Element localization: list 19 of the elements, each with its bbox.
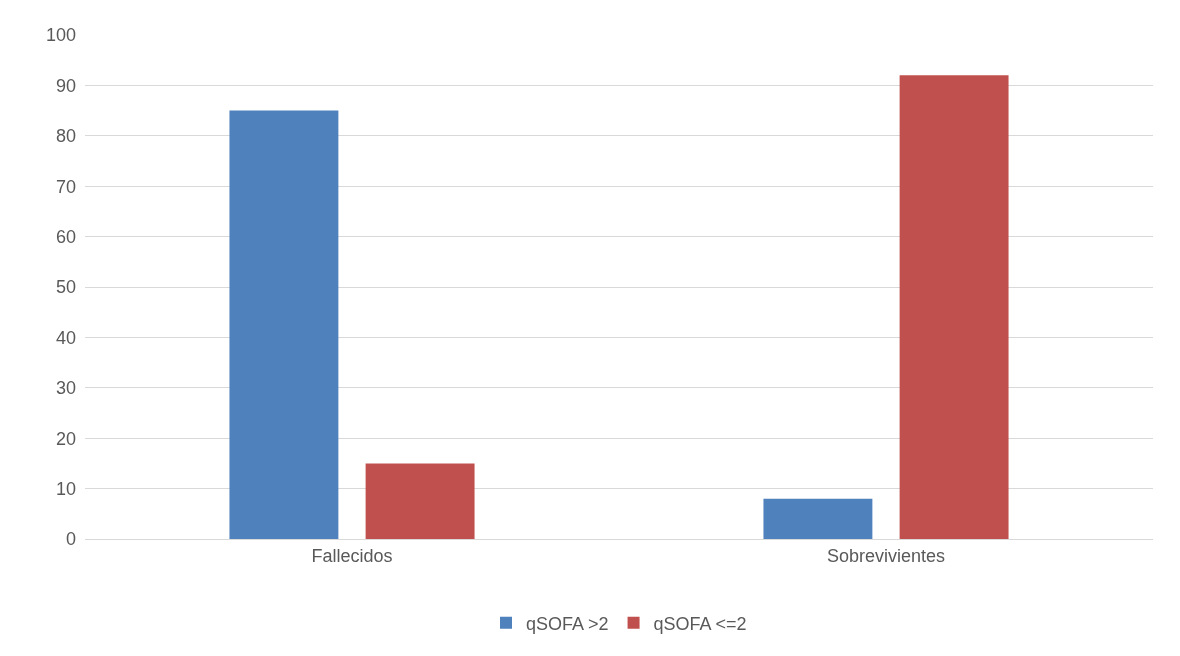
y-tick-label: 40 [55,327,76,348]
bar [365,463,475,539]
y-tick-label: 90 [55,75,76,96]
y-tick-label: 60 [55,226,76,247]
y-tick-label: 100 [45,25,76,46]
y-tick-label: 50 [55,277,76,298]
y-tick-label: 0 [65,529,76,550]
x-tick-label: Fallecidos [311,545,393,566]
y-tick-label: 30 [55,378,76,399]
y-tick-label: 70 [55,176,76,197]
y-tick-label: 20 [55,428,76,449]
legend-label: qSOFA <=2 [653,613,747,634]
bar [763,498,873,539]
bar [899,75,1009,539]
x-tick-label: Sobrevivientes [826,545,946,566]
y-tick-label: 10 [55,478,76,499]
legend-label: qSOFA >2 [526,613,609,634]
bar [229,110,339,539]
y-tick-label: 80 [55,126,76,147]
